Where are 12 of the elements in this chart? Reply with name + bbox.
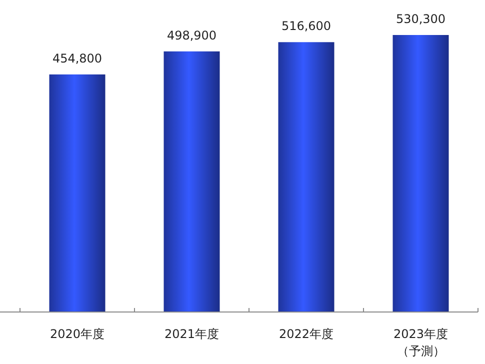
x-tick-label: 2021年度	[164, 327, 220, 341]
data-label: 516,600	[281, 19, 332, 34]
data-label: 530,300	[396, 12, 446, 26]
x-tick-label: 2022年度	[278, 327, 334, 341]
bar	[164, 51, 220, 312]
bar	[278, 42, 334, 312]
x-tick-label: 2020年度	[50, 327, 105, 341]
data-label: 498,900	[166, 28, 217, 42]
bar	[392, 35, 449, 312]
bar	[49, 74, 106, 312]
x-tick-label: 2023年度（予測）	[393, 327, 448, 358]
data-label: 454,800	[52, 51, 102, 66]
